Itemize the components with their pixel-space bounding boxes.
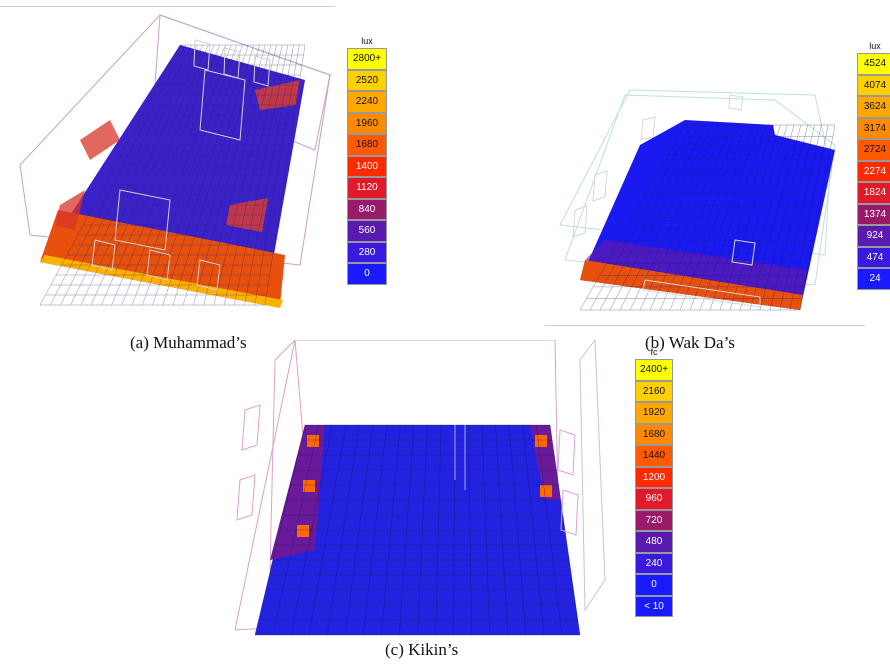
- top-rule-left: [0, 6, 335, 7]
- legend-swatch: 480: [635, 531, 673, 553]
- rendering-kikin: fc 2400+ 2160 1920 1680 1440 1200 960 720 480 240…: [215, 340, 685, 640]
- legend-b: lux 4524 4074 3624 3174 2724 2274 1824 1374 924 4…: [857, 39, 890, 290]
- legend-swatch: 1374: [857, 203, 890, 225]
- legend-swatch: 3174: [857, 117, 890, 139]
- legend-swatch: 4074: [857, 74, 890, 96]
- legend-swatch: 280: [347, 241, 387, 263]
- legend-swatch: 2160: [635, 380, 673, 402]
- legend-swatch: 2274: [857, 160, 890, 182]
- caption-wak-da: (b) Wak Da’s: [645, 333, 735, 352]
- rendering-muhammad: lux 2800+ 2520 2240 1960 1680 1400 1120 840 560 2…: [0, 0, 400, 340]
- legend-swatch: 1960: [347, 112, 387, 134]
- legend-unit: lux: [869, 41, 881, 51]
- legend-swatch: 1120: [347, 177, 387, 199]
- legend-swatch: 1680: [347, 134, 387, 156]
- legend-swatch: 0: [347, 263, 387, 285]
- floor-plan-render-a: [19, 14, 331, 308]
- legend-swatch: 4524: [857, 53, 890, 75]
- legend-swatch: 2520: [347, 69, 387, 91]
- legend-swatch: 2400+: [635, 359, 673, 381]
- legend-swatch: < 10: [635, 595, 673, 617]
- legend-swatch: 240: [635, 552, 673, 574]
- floor-plan-render-c: [234, 340, 606, 636]
- legend-swatch: 960: [635, 488, 673, 510]
- legend-swatch: 2724: [857, 139, 890, 161]
- caption-muhammad: (a) Muhammad’s: [130, 333, 247, 352]
- legend-swatch: 1440: [635, 445, 673, 467]
- rendering-wak-da: lux 4524 4074 3624 3174 2724 2274 1824 1374 924 4…: [545, 25, 890, 325]
- legend-swatch: 1824: [857, 182, 890, 204]
- legend-swatch: 720: [635, 509, 673, 531]
- legend-swatch: 924: [857, 225, 890, 247]
- legend-c: fc 2400+ 2160 1920 1680 1440 1200 960 720 480 240…: [635, 345, 673, 617]
- top-rule-right: [545, 325, 865, 326]
- legend-swatch: 1200: [635, 466, 673, 488]
- caption-kikin: (c) Kikin’s: [385, 640, 459, 659]
- legend-swatch: 2800+: [347, 48, 387, 70]
- legend-swatch: 560: [347, 220, 387, 242]
- legend-swatch: 24: [857, 268, 890, 290]
- legend-a: lux 2800+ 2520 2240 1960 1680 1400 1120 840 560 2…: [347, 34, 387, 285]
- floor-plan-render-b: [559, 89, 836, 311]
- legend-unit: lux: [361, 36, 373, 46]
- legend-swatch: 1680: [635, 423, 673, 445]
- legend-swatch: 474: [857, 246, 890, 268]
- legend-swatch: 3624: [857, 96, 890, 118]
- legend-swatch: 2240: [347, 91, 387, 113]
- legend-unit: fc: [650, 347, 658, 357]
- legend-swatch: 1920: [635, 402, 673, 424]
- legend-swatch: 840: [347, 198, 387, 220]
- legend-swatch: 1400: [347, 155, 387, 177]
- legend-swatch: 0: [635, 574, 673, 596]
